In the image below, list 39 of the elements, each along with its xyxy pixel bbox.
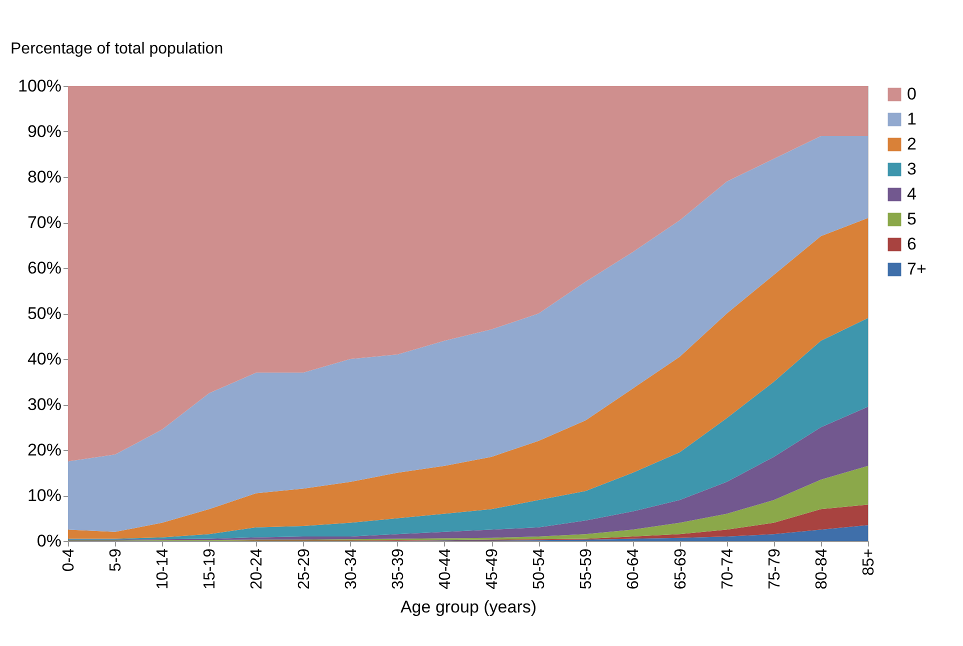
y-tick-label: 40% [27, 350, 62, 368]
x-tick-label: 40-44 [436, 548, 454, 590]
legend-label: 1 [907, 110, 916, 128]
x-tick-label: 15-19 [202, 548, 219, 590]
y-tick-label: 100% [18, 76, 62, 96]
y-tick-label: 20% [27, 440, 62, 460]
y-tick-label: 60% [27, 258, 62, 278]
legend-label: 4 [907, 184, 916, 204]
x-axis-title: Age group (years) [400, 597, 537, 616]
legend-label: 0 [907, 84, 916, 104]
y-axis-title: Percentage of total population [10, 40, 224, 58]
y-tick-label: 30% [27, 395, 62, 414]
x-tick-label: 60-64 [625, 548, 642, 590]
x-tick-label: 25-29 [296, 548, 313, 590]
x-tick-label: 30-34 [342, 548, 360, 590]
legend-label: 6 [907, 234, 916, 254]
y-tick-label: 0% [36, 532, 62, 550]
x-tick-label: 70-74 [719, 548, 736, 590]
x-tick-label: 55-59 [578, 548, 596, 590]
legend-label: 5 [907, 210, 916, 228]
x-tick-label: 65-69 [672, 548, 690, 590]
y-tick-label: 50% [27, 304, 62, 323]
x-tick-label: 75-79 [766, 548, 784, 590]
legend-label: 2 [907, 134, 916, 154]
x-tick-label: 45-49 [484, 548, 502, 590]
x-tick-label: 85+ [860, 548, 878, 576]
y-tick-label: 80% [27, 168, 62, 186]
x-tick-label: 5-9 [108, 548, 125, 572]
x-tick-label: 80-84 [813, 548, 830, 590]
y-tick-label: 70% [27, 213, 62, 232]
x-tick-label: 50-54 [531, 548, 548, 590]
x-tick-label: 20-24 [248, 548, 266, 590]
x-tick-label: 0-4 [60, 548, 78, 572]
y-tick-label: 90% [27, 122, 62, 141]
x-tick-label: 35-39 [390, 548, 407, 590]
x-tick-label: 10-14 [154, 548, 172, 590]
y-tick-label: 10% [27, 486, 62, 505]
legend-label: 3 [907, 160, 916, 178]
legend-label: 7+ [907, 260, 926, 278]
